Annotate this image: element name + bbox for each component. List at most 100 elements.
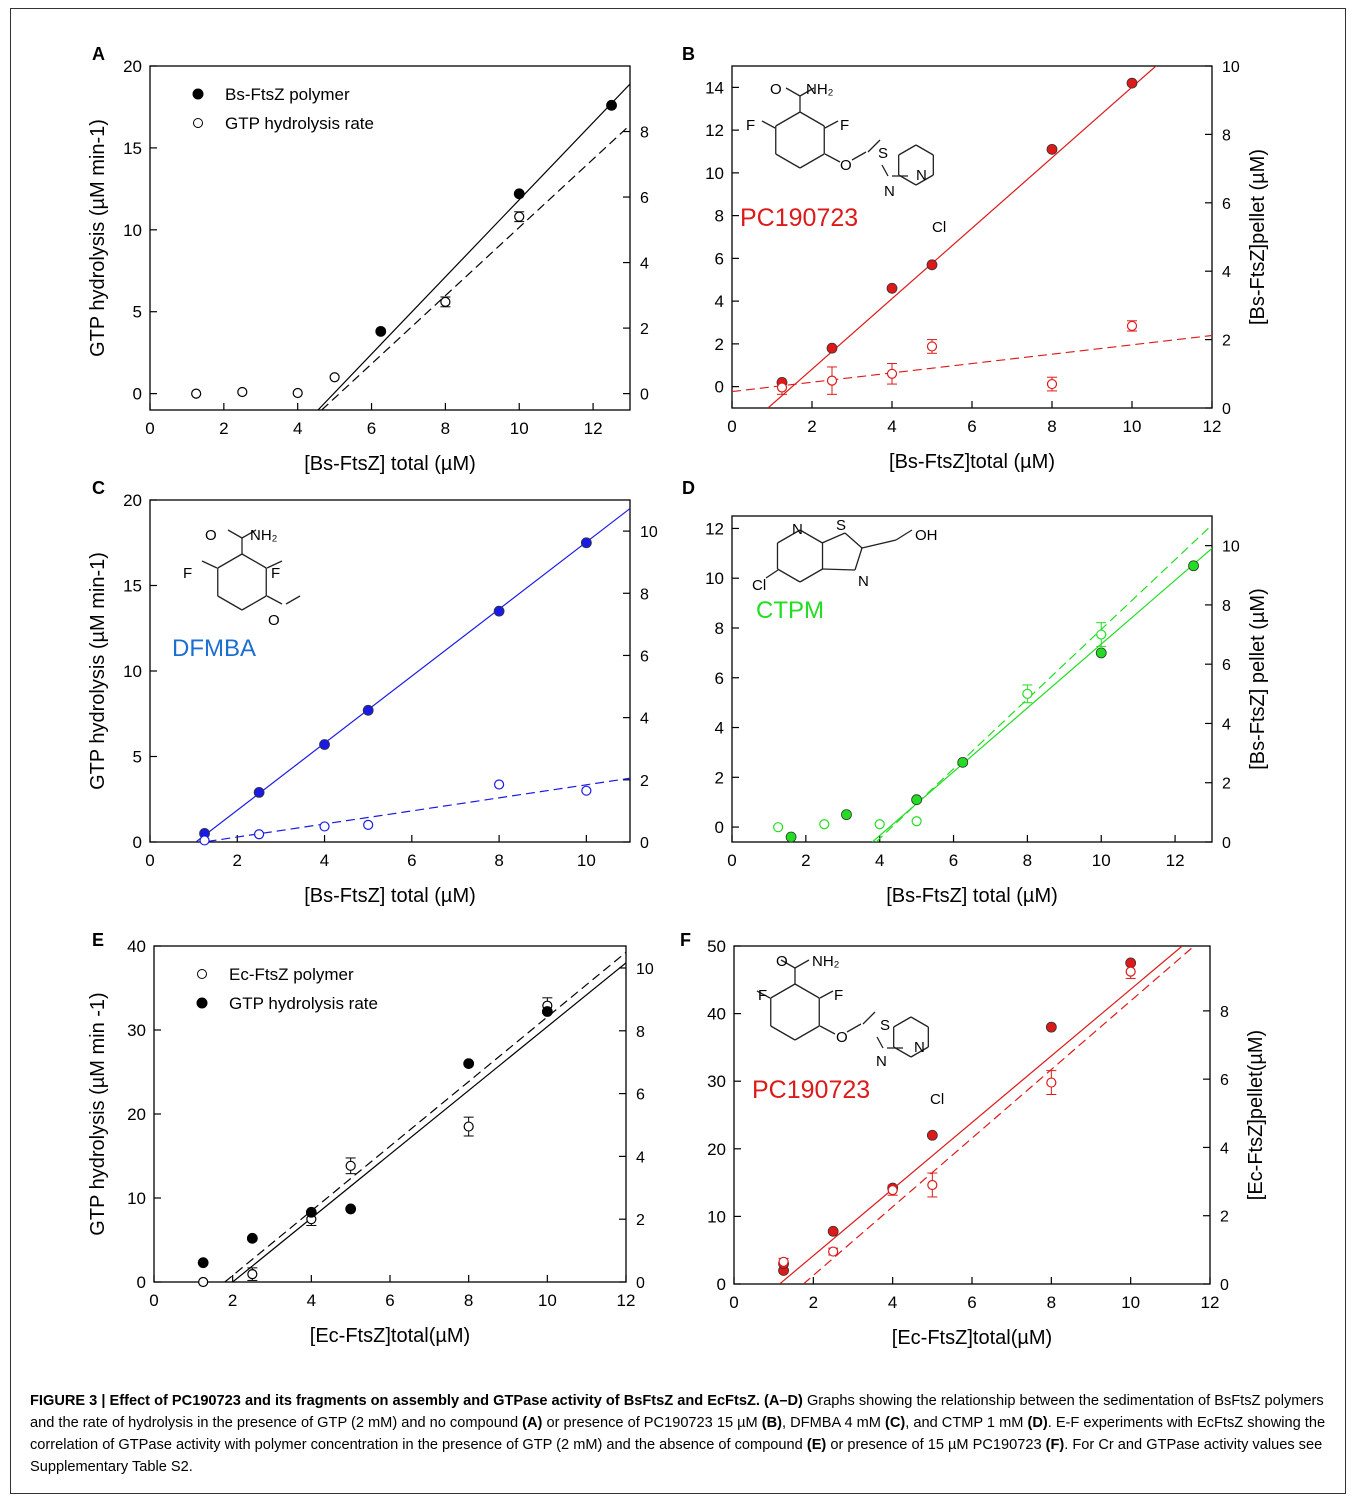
bond [217, 553, 243, 569]
compound-name: CTPM [756, 597, 824, 624]
figure-caption: FIGURE 3 | Effect of PC190723 and its fr… [30, 1390, 1330, 1478]
y-tick-label: 20 [123, 57, 142, 76]
atom-symbol: NH₂ [812, 953, 840, 970]
bond [824, 153, 841, 163]
legend-marker [196, 997, 208, 1009]
x-tick-label: 0 [727, 851, 736, 870]
data-point-filled [606, 99, 617, 111]
data-point-filled [1095, 647, 1107, 659]
y-tick-label: 14 [705, 78, 724, 97]
y-tick-label: 10 [123, 662, 142, 681]
x-tick-label: 12 [1201, 1293, 1220, 1312]
y-tick-label: 10 [705, 569, 724, 588]
data-point-filled [826, 342, 838, 354]
y2-tick-label: 10 [636, 961, 654, 978]
x-tick-label: 4 [293, 419, 302, 438]
data-point-open [887, 1185, 898, 1196]
y2-tick-label: 4 [1222, 264, 1231, 281]
atom-symbol: O [836, 1029, 848, 1046]
x-tick-label: 12 [617, 1291, 636, 1310]
data-point-open [191, 388, 202, 399]
compound-name: DFMBA [172, 635, 256, 662]
x-tick-label: 8 [464, 1291, 473, 1310]
bond [241, 529, 257, 539]
x-tick-label: 4 [887, 417, 896, 436]
x-axis-title: [Ec-FtsZ]total(µM) [310, 1325, 470, 1347]
y-tick-label: 0 [717, 1275, 726, 1294]
data-point-filled [362, 704, 374, 716]
panel-letter: E [92, 930, 104, 950]
y-tick-label: 2 [715, 768, 724, 787]
data-point-filled [911, 794, 923, 806]
y2-tick-label: 10 [1222, 59, 1240, 76]
x-tick-label: 10 [510, 419, 529, 438]
x-tick-label: 2 [807, 417, 816, 436]
atom-symbol: S [878, 145, 888, 162]
atom-symbol: O [840, 157, 852, 174]
x-tick-label: 12 [1203, 417, 1222, 436]
bond [895, 529, 913, 541]
data-point-open [292, 387, 303, 399]
bond [862, 1011, 876, 1025]
panel-letter: D [682, 478, 695, 498]
plot-frame [731, 515, 1213, 843]
data-point-open [345, 1160, 356, 1171]
x-tick-label: 6 [367, 419, 376, 438]
plot-frame [733, 945, 1211, 1285]
y2-axis-title: [Ec-FtsZ]pellet(µM) [1245, 1030, 1267, 1200]
y2-tick-label: 2 [1220, 1209, 1229, 1226]
y-tick-label: 20 [707, 1140, 726, 1159]
y-axis-title: GTP hydrolysis (µM min-1) [87, 119, 109, 357]
bond [824, 120, 839, 129]
y2-tick-label: 6 [1220, 1072, 1229, 1089]
x-tick-label: 0 [145, 419, 154, 438]
data-point-open [776, 382, 788, 393]
panel-letter: B [682, 44, 695, 64]
atom-symbol: F [271, 565, 280, 582]
bond [854, 547, 863, 571]
fit-line-dashed [199, 777, 630, 842]
caption-body: (A–D) Graphs showing the relationship be… [30, 1393, 1325, 1475]
x-axis-title: [Bs-FtsZ] total (µM) [886, 885, 1058, 907]
data-point-open [773, 822, 784, 833]
y2-tick-label: 6 [1222, 196, 1231, 213]
bond [893, 1046, 912, 1058]
caption-segment: (C) [885, 1415, 906, 1431]
data-point-open [198, 1276, 209, 1288]
plot-frame [731, 65, 1213, 409]
y-tick-label: 4 [715, 719, 724, 738]
fit-line-dashed [803, 946, 1195, 1284]
x-tick-label: 4 [307, 1291, 316, 1310]
fit-line-dashed [321, 124, 630, 410]
bond [898, 174, 917, 186]
bond [266, 560, 283, 569]
data-point-open [1022, 688, 1033, 699]
caption-segment: , and CTMP 1 mM [905, 1415, 1028, 1431]
x-tick-label: 2 [219, 419, 228, 438]
data-point-filled [926, 1129, 938, 1141]
bond [777, 568, 801, 583]
data-point-open [253, 829, 265, 840]
y-tick-label: 10 [705, 164, 724, 183]
plot-frame [153, 945, 627, 1283]
data-point-filled [493, 605, 505, 617]
data-point-open [778, 1256, 789, 1267]
bond [799, 529, 823, 544]
legend-label: GTP hydrolysis rate [225, 114, 374, 133]
bond [819, 990, 834, 999]
x-tick-label: 4 [320, 851, 329, 870]
y2-tick-label: 0 [636, 1275, 645, 1292]
y-tick-label: 8 [715, 619, 724, 638]
data-point-open [440, 296, 451, 307]
data-point-filled [957, 756, 969, 768]
y-tick-label: 10 [127, 1189, 146, 1208]
bond [285, 595, 301, 605]
bond [201, 560, 218, 569]
bond [241, 595, 267, 611]
bond [794, 983, 820, 999]
x-tick-label: 0 [149, 1291, 158, 1310]
y-tick-label: 5 [133, 303, 142, 322]
data-point-filled [541, 1006, 553, 1017]
x-tick-label: 0 [727, 417, 736, 436]
